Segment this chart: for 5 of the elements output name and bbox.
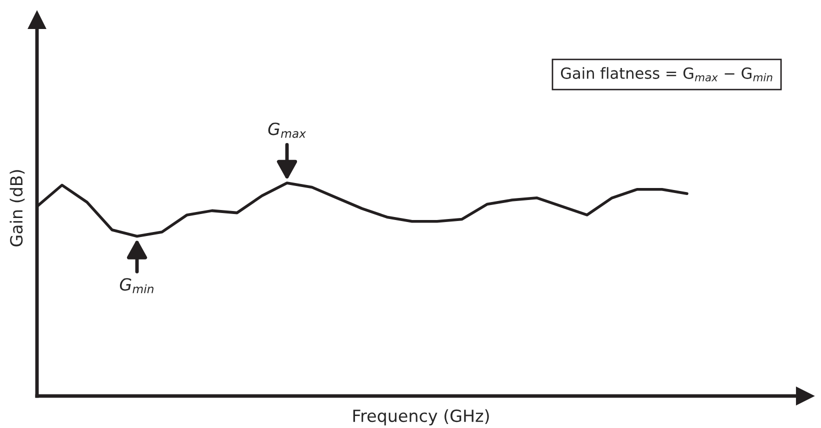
x-axis-title: Frequency (GHz) [353,409,489,426]
text: G$_{max}$ [268,122,306,138]
text: Gain flatness = G$_{max}$ − G$_{min}$ [560,67,772,82]
annotation: G$_{min}$ [120,278,154,294]
y-axis-title: Gain (dB) [10,170,25,246]
